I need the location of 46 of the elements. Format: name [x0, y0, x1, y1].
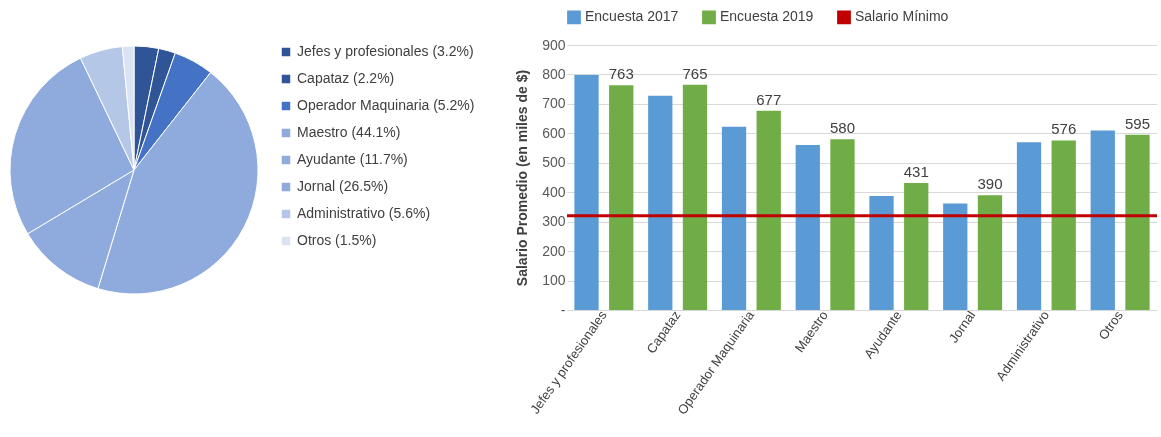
bar	[1016, 142, 1042, 310]
bar	[648, 95, 673, 310]
y-tick-label: 600	[542, 124, 566, 141]
data-label: 431	[903, 163, 929, 181]
y-tick-label: 100	[542, 272, 566, 289]
data-label: 763	[608, 65, 634, 83]
legend-label: Encuesta 2019	[720, 8, 814, 25]
bar	[869, 196, 894, 310]
legend-label: Operador Maquinaria (5.2%)	[297, 97, 475, 113]
y-tick-label: 700	[542, 95, 566, 112]
legend-label: Ayudante (11.7%)	[297, 151, 408, 167]
y-tick-label: 500	[542, 154, 566, 171]
bar	[943, 203, 968, 310]
bar	[574, 75, 599, 310]
legend-label: Otros (1.5%)	[297, 232, 377, 248]
data-label: 580	[829, 119, 855, 137]
y-tick-label: 800	[542, 65, 566, 82]
legend-label: Encuesta 2017	[585, 8, 679, 25]
y-tick-label: 200	[542, 242, 566, 259]
data-label: 677	[756, 90, 782, 108]
data-label: 765	[682, 64, 708, 82]
legend-label: Administrativo (5.6%)	[297, 205, 431, 221]
y-tick-label: 400	[542, 183, 566, 200]
legend-label: Jefes y profesionales (3.2%)	[297, 43, 474, 59]
bar	[756, 110, 781, 310]
bar	[682, 84, 708, 310]
bar	[795, 145, 820, 310]
y-tick-label: -	[560, 301, 566, 318]
data-label: 595	[1124, 114, 1150, 132]
bar	[721, 126, 747, 310]
bar	[977, 195, 1003, 310]
data-label: 390	[977, 175, 1003, 193]
bar	[1051, 140, 1076, 310]
y-axis-title: Salario Promedio (en miles de $)	[514, 69, 531, 287]
legend-label: Jornal (26.5%)	[297, 178, 389, 194]
bar	[1090, 130, 1115, 310]
bar	[830, 139, 855, 310]
bar	[1125, 134, 1150, 310]
y-tick-label: 300	[542, 213, 566, 230]
data-label: 576	[1051, 120, 1077, 138]
bar	[904, 183, 929, 310]
legend-label: Capataz (2.2%)	[297, 70, 395, 86]
legend-label: Maestro (44.1%)	[297, 124, 401, 140]
bar	[609, 85, 634, 310]
legend-label: Salario Mínimo	[855, 8, 949, 25]
y-tick-label: 900	[542, 36, 566, 53]
